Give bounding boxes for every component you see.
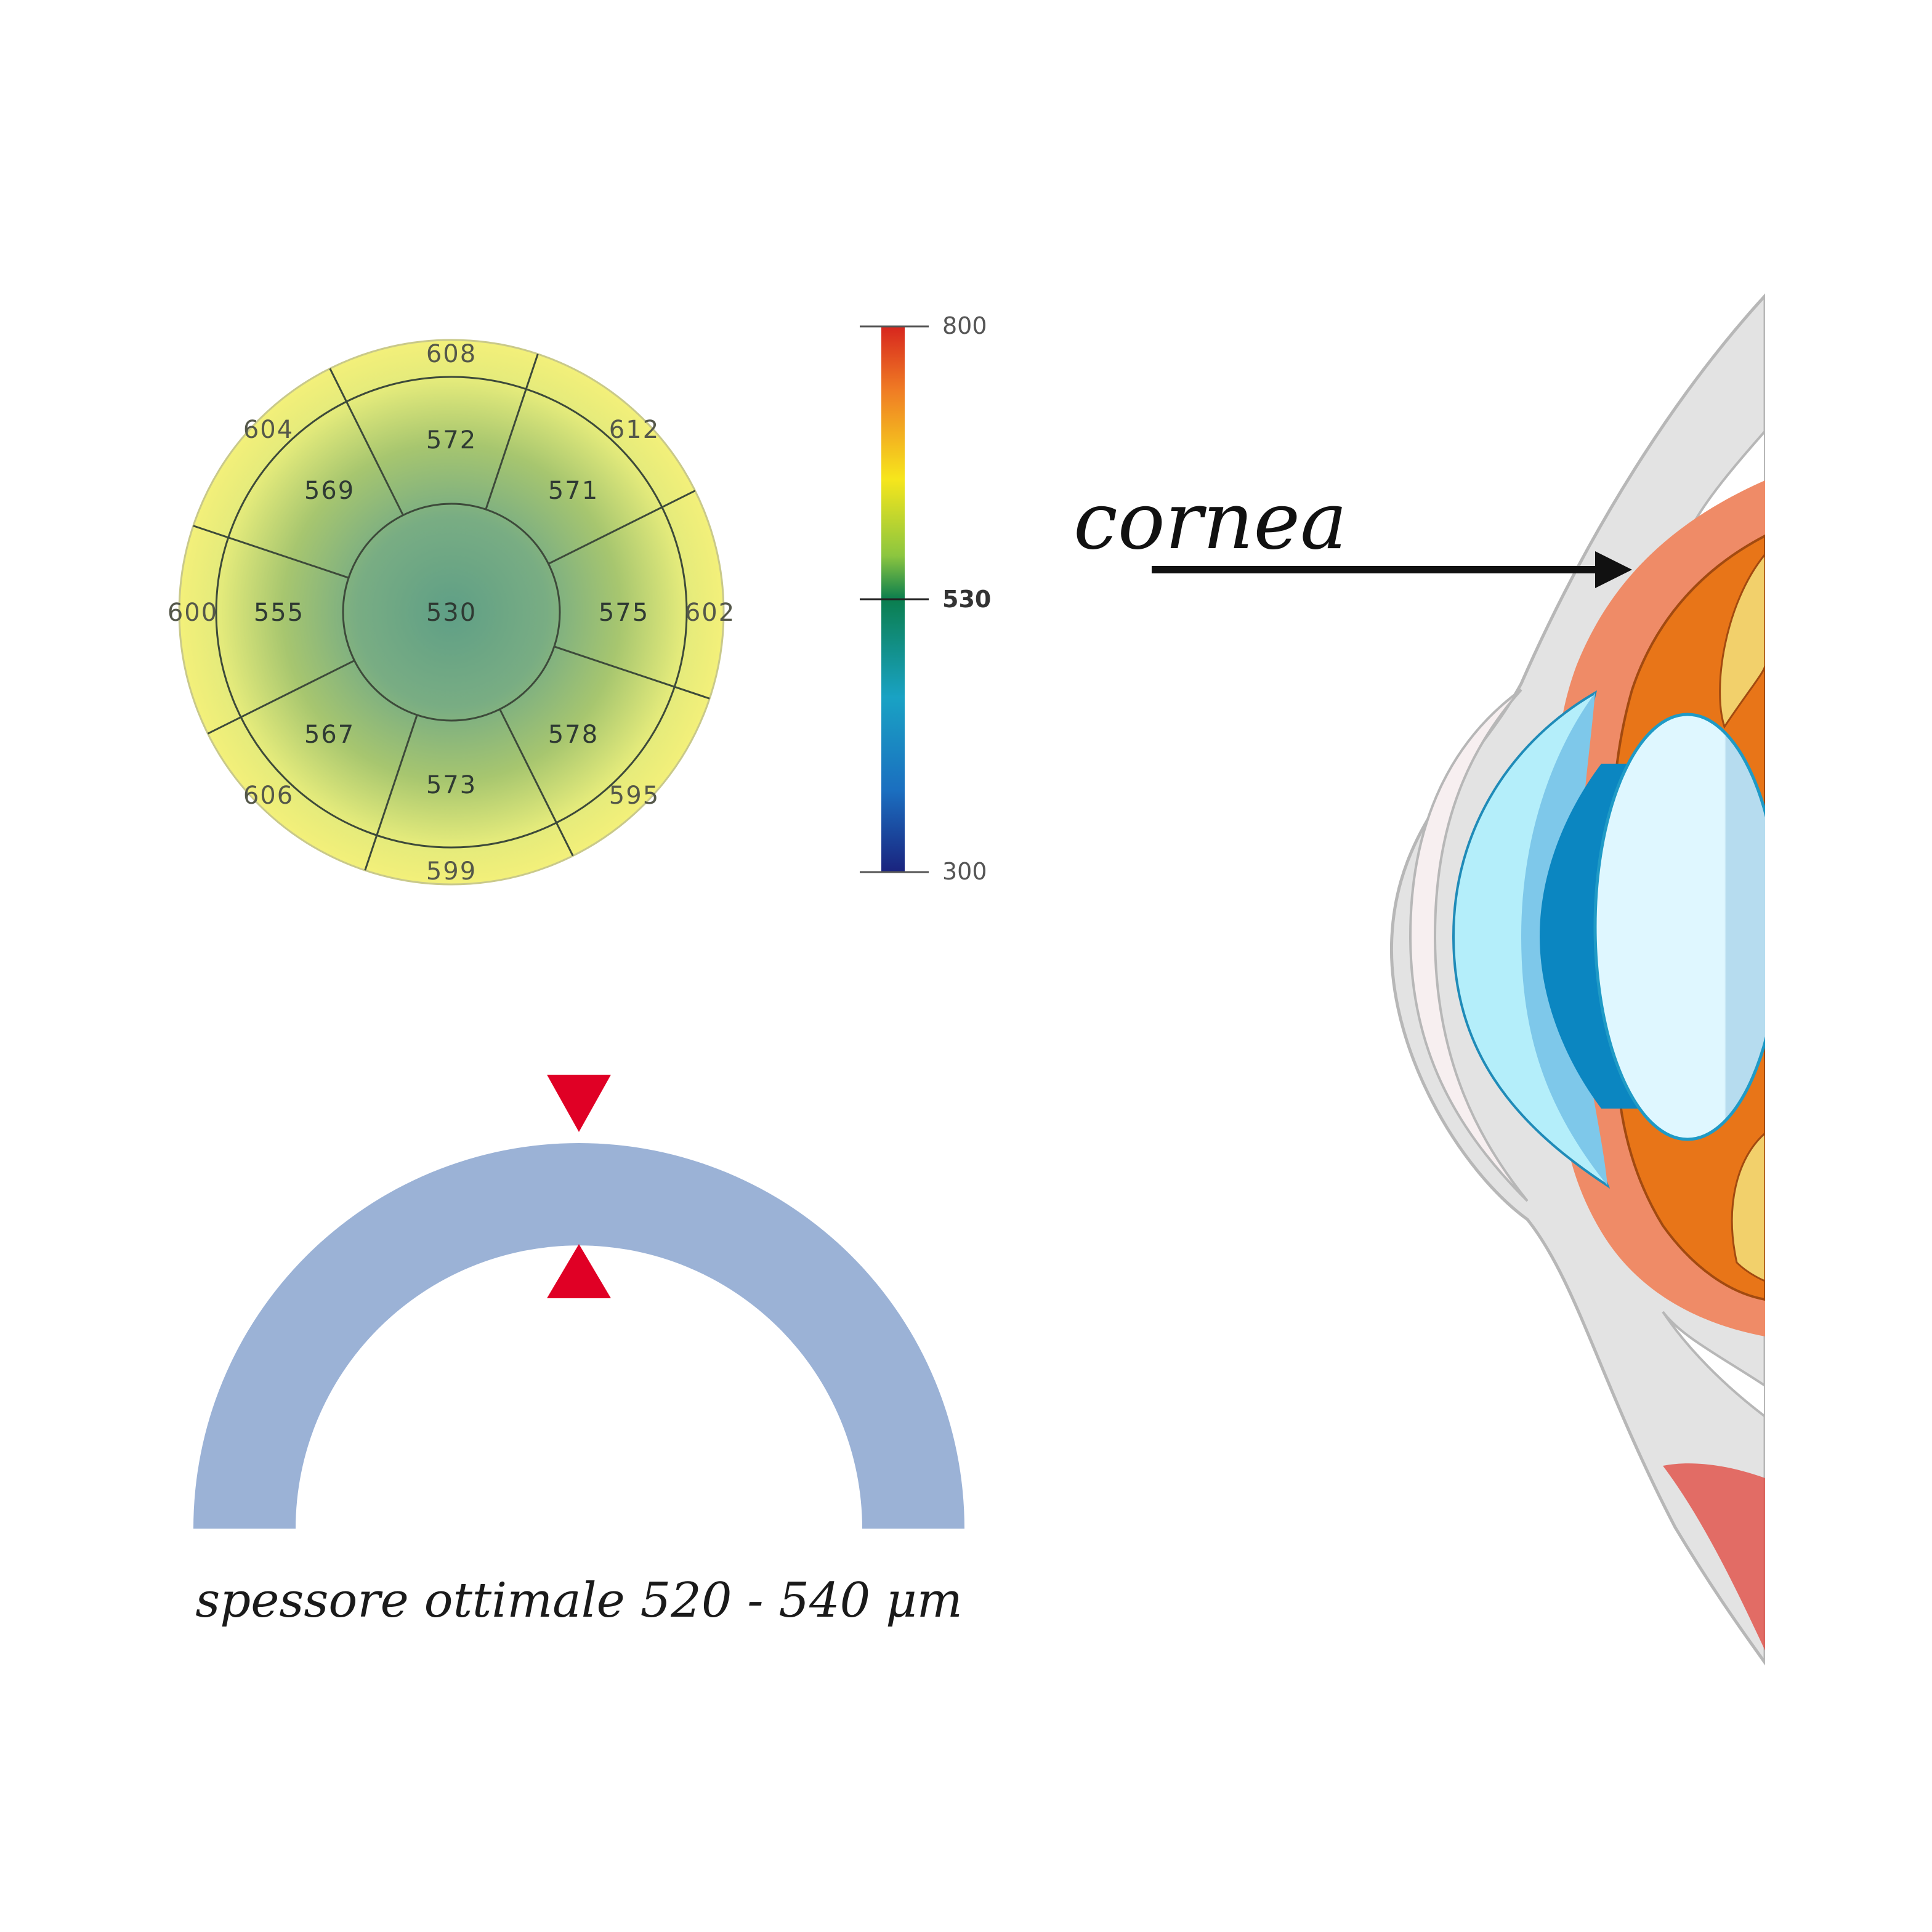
sector-divider — [329, 368, 404, 516]
scale-min-label: 300 — [942, 858, 987, 885]
bottom-thickness-marker-icon — [547, 1244, 611, 1298]
sector-divider — [207, 660, 355, 735]
thickness-diagram: spessore ottimale 520 - 540 μm — [193, 1075, 964, 1628]
sector-dividers — [193, 354, 710, 871]
inner-ring-value: 571 — [548, 477, 599, 505]
cornea-cross-section-arc — [193, 1143, 964, 1529]
cornea-label: cornea — [1073, 475, 1347, 567]
vitreous-upper — [1719, 552, 1765, 729]
top-thickness-marker-icon — [547, 1075, 611, 1132]
pachymetry-map: 530 572 571 575 578 573 567 555 569 608 612 602 595… — [168, 339, 735, 886]
sector-divider — [499, 708, 574, 857]
outer-ring-value: 612 — [609, 416, 660, 444]
sector-divider — [554, 645, 710, 700]
cornea-layer — [1409, 689, 1529, 1202]
inner-ring-value: 575 — [599, 599, 649, 627]
sector-divider — [193, 525, 349, 579]
outer-ring-value: 604 — [243, 416, 294, 444]
map-values: 530 572 571 575 578 573 567 555 569 608 612 602 595… — [168, 340, 735, 886]
lens — [1593, 713, 1765, 1141]
eye-anatomy-illustration: cornea — [1073, 293, 1765, 1666]
cornea-arrow-head-icon — [1595, 551, 1632, 588]
inner-ring-value: 573 — [426, 771, 477, 799]
vitreous-lower — [1731, 1132, 1765, 1282]
thickness-caption: spessore ottimale 520 - 540 μm — [195, 1573, 963, 1628]
sector-divider — [485, 354, 539, 510]
outer-ring-boundary — [215, 376, 688, 849]
sector-divider — [364, 714, 418, 871]
central-zone-boundary — [342, 503, 561, 722]
inner-ring-value: 569 — [304, 477, 355, 505]
outer-ring-value: 602 — [685, 599, 735, 627]
outer-ring-value: 600 — [168, 599, 218, 627]
scale-max-label: 800 — [942, 312, 987, 339]
map-disc — [178, 339, 725, 886]
extraocular-muscle — [1663, 1463, 1765, 1651]
scale-mid-label: 530 — [942, 586, 991, 613]
inner-ring-value: 567 — [304, 721, 355, 749]
outer-ring-value: 599 — [426, 857, 477, 886]
central-value: 530 — [426, 599, 477, 627]
color-scale: 800 530 300 — [860, 312, 991, 885]
inner-ring-value: 572 — [426, 426, 477, 455]
outer-ring-value: 608 — [426, 340, 477, 368]
outer-ring-value: 595 — [609, 782, 660, 810]
inner-ring-value: 578 — [548, 721, 599, 749]
sector-divider — [548, 490, 696, 565]
lower-lid-fold — [1662, 1311, 1765, 1418]
inner-ring-value: 555 — [254, 599, 304, 627]
outer-ring-value: 606 — [243, 782, 294, 810]
